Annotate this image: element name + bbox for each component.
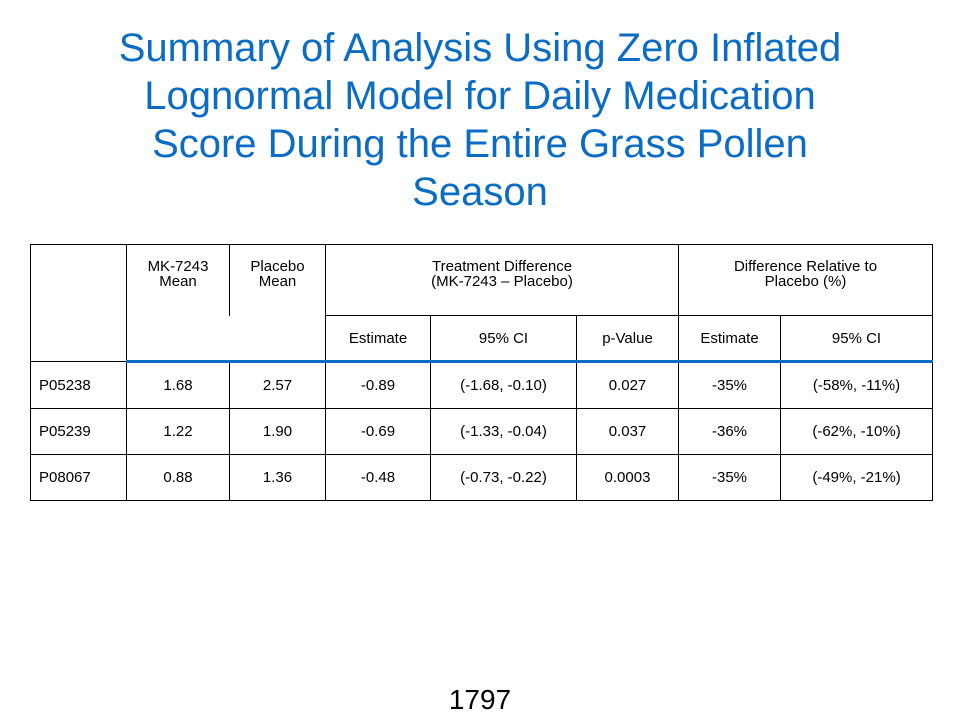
relative-ci: (-58%, -11%) (779, 361, 934, 409)
study-id: P05239 (30, 408, 127, 455)
difference-estimate: -0.89 (325, 361, 431, 409)
placebo-mean: 2.57 (229, 361, 326, 409)
table-row: P05238 1.68 2.57 -0.89 (-1.68, -0.10) 0.… (30, 361, 934, 409)
ci-header: 95% CI (430, 315, 577, 363)
placebo-mean: 1.90 (229, 408, 326, 455)
difference-ci: (-1.68, -0.10) (430, 361, 577, 409)
difference-ci: (-1.33, -0.04) (430, 408, 577, 455)
p-value: 0.027 (576, 361, 679, 409)
title-line: Summary of Analysis Using Zero Inflated (118, 26, 842, 70)
relative-estimate: -36% (678, 408, 781, 455)
p-value-header: p-Value (576, 315, 679, 363)
table-row: P08067 0.88 1.36 -0.48 (-0.73, -0.22) 0.… (30, 454, 934, 501)
study-header-cell (30, 244, 127, 362)
table-row: P05239 1.22 1.90 -0.69 (-1.33, -0.04) 0.… (30, 408, 934, 455)
estimate-header: Estimate (325, 315, 431, 363)
difference-ci: (-0.73, -0.22) (430, 454, 577, 501)
title-line: Score During the Entire Grass Pollen (152, 122, 808, 166)
title-line: Lognormal Model for Daily Medication (144, 74, 816, 118)
slide-title: Summary of Analysis Using Zero Inflated … (20, 24, 940, 216)
p-value: 0.0003 (576, 454, 679, 501)
relative-estimate-header: Estimate (678, 315, 781, 363)
treatment-difference-header: Treatment Difference (MK-7243 – Placebo) (325, 244, 679, 316)
title-line: Season (412, 170, 548, 214)
difference-estimate: -0.48 (325, 454, 431, 501)
relative-estimate: -35% (678, 361, 781, 409)
relative-ci: (-62%, -10%) (779, 408, 934, 455)
placebo-mean-header: Placebo Mean (229, 244, 326, 316)
mk-mean: 1.22 (126, 408, 230, 455)
relative-estimate: -35% (678, 454, 781, 501)
study-id: P05238 (30, 361, 127, 409)
means-subheader-blank (126, 315, 326, 363)
mk-mean: 0.88 (126, 454, 230, 501)
relative-difference-header: Difference Relative to Placebo (%) (677, 244, 934, 316)
page-number: 1797 (448, 684, 512, 715)
p-value: 0.037 (576, 408, 679, 455)
results-table: MK-7243 Mean Placebo Mean Treatment Diff… (30, 244, 934, 501)
mk-mean: 1.68 (126, 361, 230, 409)
relative-ci: (-49%, -21%) (779, 454, 934, 501)
placebo-mean: 1.36 (229, 454, 326, 501)
relative-ci-header: 95% CI (779, 315, 934, 363)
study-id: P08067 (30, 454, 127, 501)
difference-estimate: -0.69 (325, 408, 431, 455)
mk-mean-header: MK-7243 Mean (126, 244, 230, 316)
